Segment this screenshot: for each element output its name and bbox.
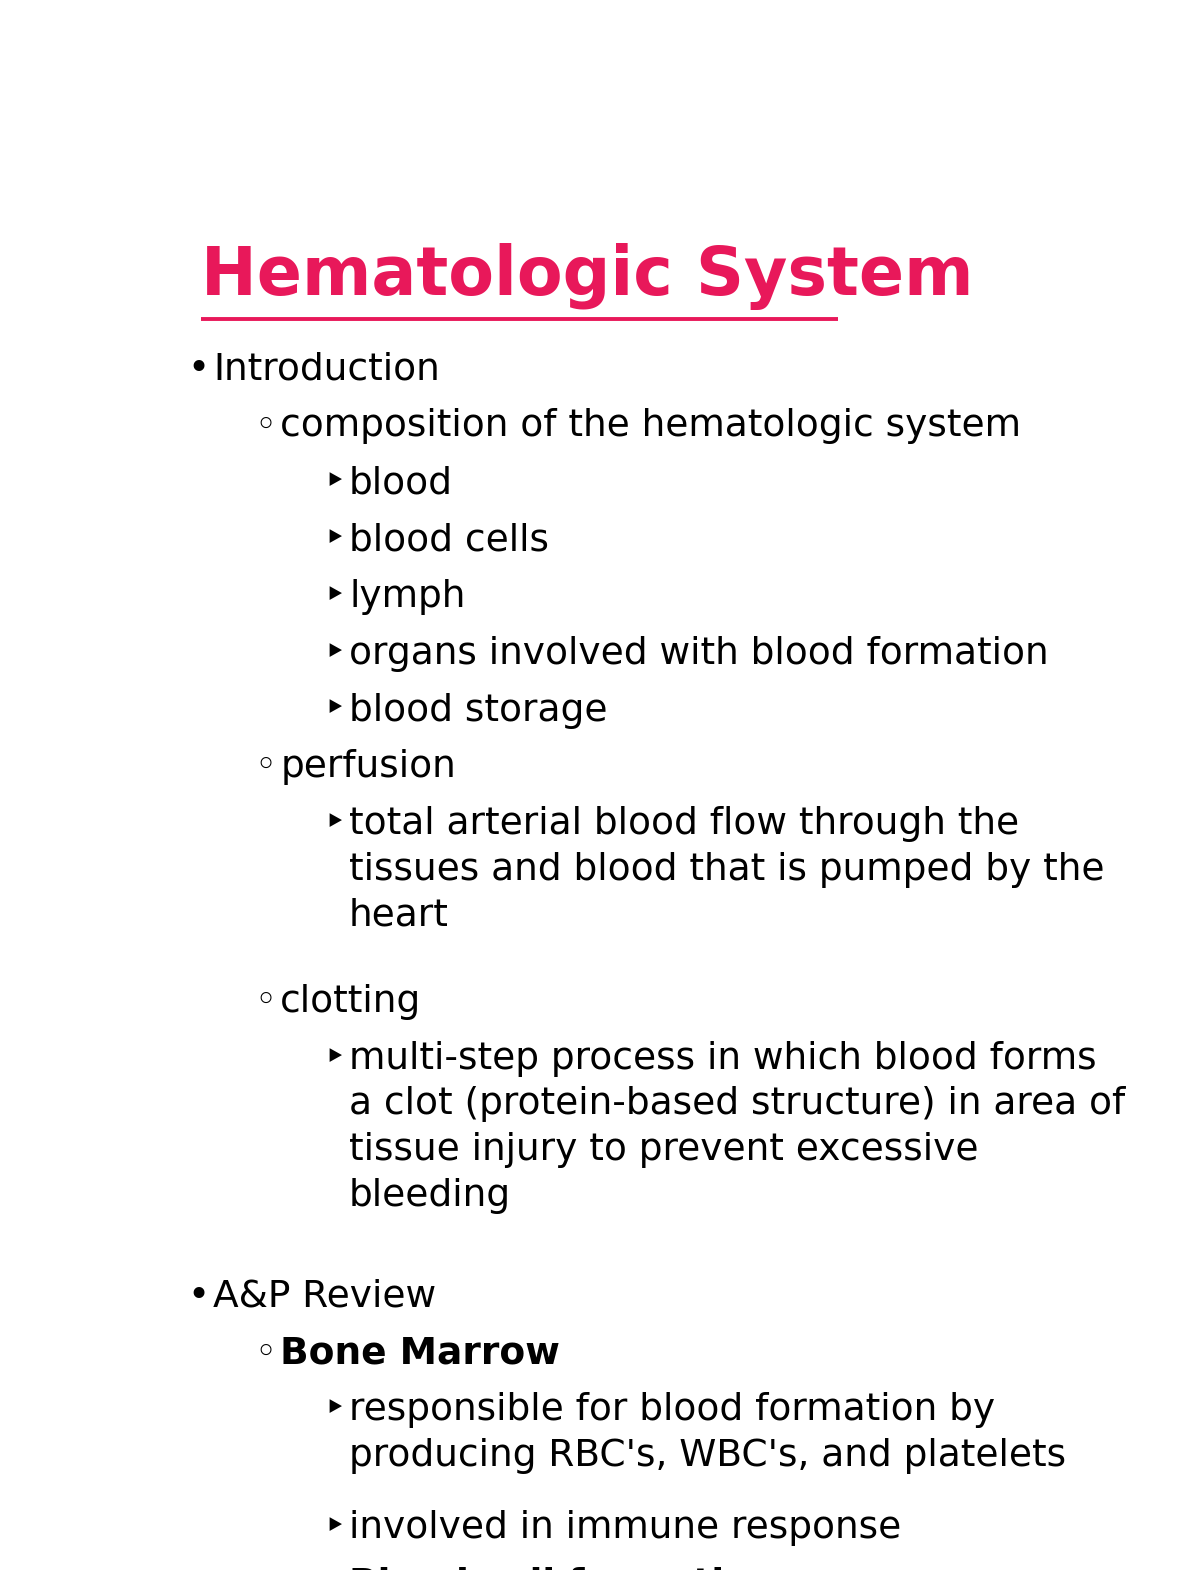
Text: ◦: ◦ bbox=[254, 984, 276, 1020]
Text: blood: blood bbox=[349, 465, 454, 501]
Text: blood storage: blood storage bbox=[349, 692, 607, 728]
Text: lymph: lymph bbox=[349, 579, 466, 615]
Text: clotting: clotting bbox=[281, 984, 421, 1020]
Text: ‣: ‣ bbox=[323, 1567, 346, 1570]
Text: ‣: ‣ bbox=[323, 692, 346, 728]
Text: ◦: ◦ bbox=[254, 749, 276, 785]
Text: A&P Review: A&P Review bbox=[214, 1280, 437, 1314]
Text: Hematologic System: Hematologic System bbox=[202, 243, 973, 309]
Text: ◦: ◦ bbox=[254, 1336, 276, 1372]
Text: ‣: ‣ bbox=[323, 465, 346, 501]
Text: Blood cell formation: Blood cell formation bbox=[349, 1567, 776, 1570]
Text: ‣: ‣ bbox=[323, 579, 346, 615]
Text: responsible for blood formation by
producing RBC's, WBC's, and platelets: responsible for blood formation by produ… bbox=[349, 1393, 1066, 1474]
Text: perfusion: perfusion bbox=[281, 749, 456, 785]
Text: ‣: ‣ bbox=[323, 1510, 346, 1546]
Text: ‣: ‣ bbox=[323, 1393, 346, 1429]
Text: involved in immune response: involved in immune response bbox=[349, 1510, 901, 1546]
Text: organs involved with blood formation: organs involved with blood formation bbox=[349, 636, 1049, 672]
Text: Introduction: Introduction bbox=[214, 352, 440, 388]
Text: multi-step process in which blood forms
a clot (protein-based structure) in area: multi-step process in which blood forms … bbox=[349, 1041, 1126, 1214]
Text: ◦: ◦ bbox=[254, 408, 276, 444]
Text: ‣: ‣ bbox=[323, 636, 346, 672]
Text: •: • bbox=[187, 1280, 209, 1314]
Text: composition of the hematologic system: composition of the hematologic system bbox=[281, 408, 1021, 444]
Text: total arterial blood flow through the
tissues and blood that is pumped by the
he: total arterial blood flow through the ti… bbox=[349, 805, 1104, 934]
Text: ‣: ‣ bbox=[323, 523, 346, 557]
Text: blood cells: blood cells bbox=[349, 523, 550, 557]
Text: ‣: ‣ bbox=[323, 1041, 346, 1077]
Text: Bone Marrow: Bone Marrow bbox=[281, 1336, 560, 1372]
Text: ‣: ‣ bbox=[323, 805, 346, 842]
Text: •: • bbox=[187, 352, 209, 388]
